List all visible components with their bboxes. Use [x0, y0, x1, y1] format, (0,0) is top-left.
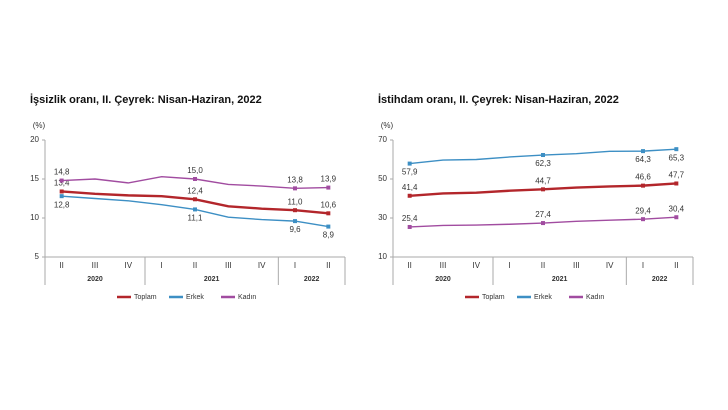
y-unit: (%): [381, 121, 394, 130]
point-marker: [641, 149, 645, 154]
point-marker: [541, 187, 545, 192]
data-label: 8,9: [323, 231, 335, 240]
point-marker: [326, 211, 331, 216]
y-tick-label: 10: [378, 252, 387, 261]
y-tick-label: 30: [378, 213, 387, 222]
point-marker: [674, 147, 679, 152]
x-tick-label: IV: [258, 261, 266, 270]
legend-label: Toplam: [134, 294, 157, 301]
data-label: 12,4: [187, 186, 203, 195]
point-marker: [326, 224, 331, 229]
legend-label: Toplam: [482, 294, 505, 301]
y-tick-label: 70: [378, 135, 387, 144]
point-marker: [541, 153, 545, 158]
legend-label: Erkek: [186, 294, 204, 301]
data-label: 10,6: [321, 200, 337, 209]
legend-label: Kadın: [586, 294, 604, 301]
x-tick-label: IV: [606, 261, 614, 270]
point-marker: [641, 183, 645, 188]
x-tick-label: IV: [473, 261, 481, 270]
data-label: 13,8: [287, 175, 303, 184]
x-tick-label: IV: [125, 261, 133, 270]
y-tick-label: 10: [30, 213, 39, 222]
y-tick-label: 5: [35, 252, 40, 261]
x-tick-label: II: [674, 261, 678, 270]
x-tick-label: III: [440, 261, 447, 270]
data-label: 27,4: [535, 210, 551, 219]
point-marker: [407, 224, 412, 229]
x-group-label: 2021: [204, 276, 220, 283]
point-marker: [541, 221, 545, 226]
data-label: 13,4: [54, 179, 70, 188]
data-label: 62,3: [535, 159, 551, 168]
point-marker: [59, 189, 64, 194]
data-label: 57,9: [402, 168, 418, 177]
x-tick-label: II: [407, 261, 411, 270]
point-marker: [293, 208, 297, 213]
x-group-label: 2021: [552, 276, 568, 283]
chart-title: İşsizlik oranı, II. Çeyrek: Nisan-Hazira…: [30, 93, 262, 106]
point-marker: [193, 197, 197, 202]
x-tick-label: II: [193, 261, 197, 270]
data-label: 29,4: [635, 206, 651, 215]
chart-title: İstihdam oranı, II. Çeyrek: Nisan-Hazira…: [378, 93, 619, 106]
point-marker: [293, 219, 297, 224]
point-marker: [193, 177, 197, 181]
data-label: 64,3: [635, 155, 651, 164]
point-marker: [59, 178, 64, 183]
x-group-label: 2020: [87, 276, 103, 283]
x-tick-label: III: [573, 261, 580, 270]
point-marker: [407, 193, 412, 198]
point-marker: [293, 186, 297, 191]
x-tick-label: I: [509, 261, 511, 270]
data-label: 14,8: [54, 168, 70, 177]
point-marker: [407, 161, 412, 166]
x-tick-label: I: [161, 261, 163, 270]
point-marker: [59, 194, 64, 199]
x-tick-label: I: [294, 261, 296, 270]
point-marker: [641, 217, 645, 222]
x-tick-label: II: [541, 261, 545, 270]
data-label: 15,0: [187, 166, 203, 175]
data-label: 30,4: [669, 204, 685, 213]
data-label: 65,3: [669, 153, 685, 162]
point-marker: [674, 181, 679, 186]
x-group-label: 2020: [435, 276, 451, 283]
data-label: 44,7: [535, 176, 551, 185]
x-group-label: 2022: [652, 276, 668, 283]
y-tick-label: 20: [30, 135, 39, 144]
data-label: 11,1: [188, 214, 204, 223]
x-tick-label: III: [225, 261, 232, 270]
data-label: 47,7: [669, 171, 685, 180]
data-label: 9,6: [289, 225, 301, 234]
data-label: 25,4: [402, 214, 418, 223]
y-unit: (%): [33, 121, 46, 130]
x-tick-label: I: [642, 261, 644, 270]
y-tick-label: 15: [30, 174, 39, 183]
point-marker: [326, 185, 331, 190]
data-label: 12,8: [54, 200, 70, 209]
data-label: 13,9: [321, 175, 337, 184]
data-label: 11,0: [288, 197, 304, 206]
legend-label: Erkek: [534, 294, 552, 301]
point-marker: [193, 207, 197, 212]
data-label: 46,6: [635, 173, 651, 182]
y-tick-label: 50: [378, 174, 387, 183]
x-tick-label: III: [92, 261, 99, 270]
legend-label: Kadın: [238, 294, 256, 301]
x-tick-label: II: [326, 261, 330, 270]
point-marker: [674, 215, 679, 220]
x-group-label: 2022: [304, 276, 320, 283]
data-label: 41,4: [402, 183, 418, 192]
x-tick-label: II: [59, 261, 63, 270]
